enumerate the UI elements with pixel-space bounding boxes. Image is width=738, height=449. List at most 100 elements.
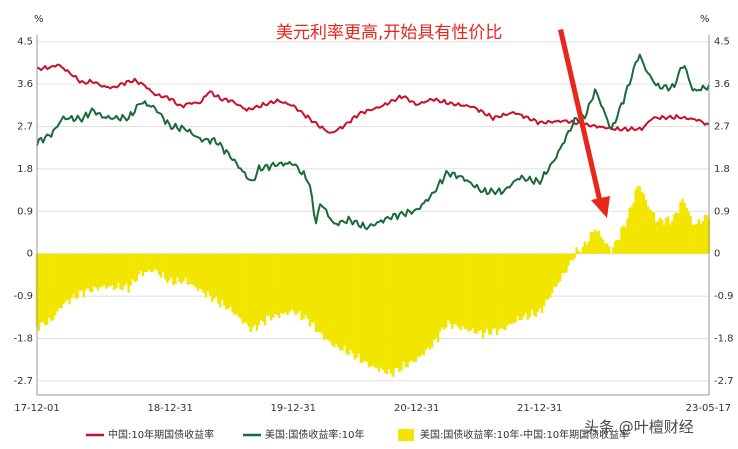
spread-bar xyxy=(219,253,222,308)
spread-bar xyxy=(200,253,204,291)
spread-bar xyxy=(52,253,55,320)
spread-bar xyxy=(215,253,218,297)
y-tick-left: -1.8 xyxy=(13,333,33,344)
spread-bar xyxy=(223,253,226,306)
spread-bar xyxy=(170,253,173,278)
spread-bar xyxy=(386,253,389,375)
spread-bar xyxy=(436,253,440,342)
spread-bar xyxy=(274,253,277,314)
spread-bar xyxy=(72,253,75,295)
spread-bar xyxy=(50,253,53,322)
spread-bar xyxy=(133,253,136,282)
spread-bar xyxy=(312,253,316,323)
spread-bar xyxy=(243,253,246,322)
spread-bar xyxy=(471,253,474,329)
spread-bar xyxy=(353,253,356,360)
spread-bar xyxy=(406,253,409,368)
spread-bar xyxy=(267,253,271,317)
china-10y-line xyxy=(36,63,710,134)
spread-bar xyxy=(208,253,212,296)
spread-bar xyxy=(306,253,310,319)
watermark: 头条 @叶檀财经 xyxy=(584,418,694,436)
spread-bar xyxy=(135,253,138,282)
spread-bar xyxy=(398,253,401,372)
spread-bar xyxy=(96,253,100,291)
spread-bar xyxy=(536,253,540,312)
spread-bar xyxy=(56,253,59,312)
spread-bar xyxy=(528,253,531,318)
spread-bar xyxy=(168,253,171,281)
spread-bar xyxy=(426,253,430,348)
legend: 中国:10年期国债收益率 美国:国债收益率:10年 美国:国债收益率:10年-中国:… xyxy=(86,428,629,441)
spread-bar xyxy=(530,253,534,310)
spread-bar xyxy=(612,247,615,254)
spread-bar xyxy=(561,253,564,274)
spread-bar xyxy=(418,253,422,358)
spread-bar xyxy=(286,253,289,315)
spread-bar xyxy=(654,222,658,254)
spread-bar xyxy=(591,232,595,254)
spread-bar xyxy=(534,253,538,317)
spread-bar xyxy=(634,189,637,254)
spread-bar xyxy=(567,253,570,266)
spread-bar xyxy=(665,218,668,254)
spread-bar xyxy=(416,253,419,357)
spread-bar xyxy=(371,253,375,366)
spread-bar xyxy=(123,253,126,286)
spread-bar xyxy=(290,253,293,310)
spread-bar xyxy=(575,247,578,254)
spread-bar xyxy=(520,253,523,321)
spread-bar xyxy=(272,253,275,318)
series-lines xyxy=(36,53,710,231)
spread-bar xyxy=(457,253,460,328)
spread-bar xyxy=(652,212,656,254)
legend-label: 美国:国债收益率:10年-中国:10年期国债收益率 xyxy=(420,428,629,441)
spread-bar xyxy=(491,253,495,329)
spread-bar xyxy=(151,253,155,272)
spread-bar xyxy=(538,253,542,309)
y-tick-left: 3.6 xyxy=(17,79,33,90)
spread-bar xyxy=(475,253,479,334)
spread-bar xyxy=(324,253,328,338)
spread-bar xyxy=(412,253,415,363)
legend-swatch-spread xyxy=(398,429,414,441)
spread-bar xyxy=(255,253,259,331)
spread-bars xyxy=(35,186,711,377)
spread-bar xyxy=(587,241,591,254)
spread-bar xyxy=(78,253,81,291)
left-unit: % xyxy=(34,14,44,25)
spread-bar xyxy=(318,253,322,332)
spread-bar xyxy=(693,224,696,254)
spread-bar xyxy=(551,253,554,293)
spread-bar xyxy=(357,253,360,354)
x-tick: 19-12-31 xyxy=(271,403,316,414)
spread-bar xyxy=(351,253,354,353)
spread-bar xyxy=(39,253,43,323)
spread-bar xyxy=(522,253,525,317)
spread-bar xyxy=(221,253,224,300)
spread-bar xyxy=(155,253,159,271)
spread-bar xyxy=(194,253,198,288)
spread-bar xyxy=(512,253,515,324)
spread-bar xyxy=(593,229,597,254)
spread-bar xyxy=(467,253,470,332)
spread-bar xyxy=(184,253,187,278)
y-tick-left: 1.8 xyxy=(17,164,33,175)
spread-bar xyxy=(663,224,666,254)
spread-bar xyxy=(618,240,621,254)
spread-bar xyxy=(100,253,104,287)
spread-bar xyxy=(190,253,193,285)
spread-bar xyxy=(147,253,151,270)
spread-bar xyxy=(86,253,90,289)
spread-bar xyxy=(510,253,513,325)
spread-bar xyxy=(186,253,189,285)
spread-bar xyxy=(60,253,63,309)
spread-bar xyxy=(157,253,161,276)
spread-bar xyxy=(284,253,287,313)
spread-bar xyxy=(428,253,432,350)
spread-bar xyxy=(601,239,605,254)
spread-bar xyxy=(381,253,385,371)
spread-bar xyxy=(518,253,521,321)
x-tick: 17-12-01 xyxy=(14,403,59,414)
spread-bar xyxy=(642,193,646,254)
